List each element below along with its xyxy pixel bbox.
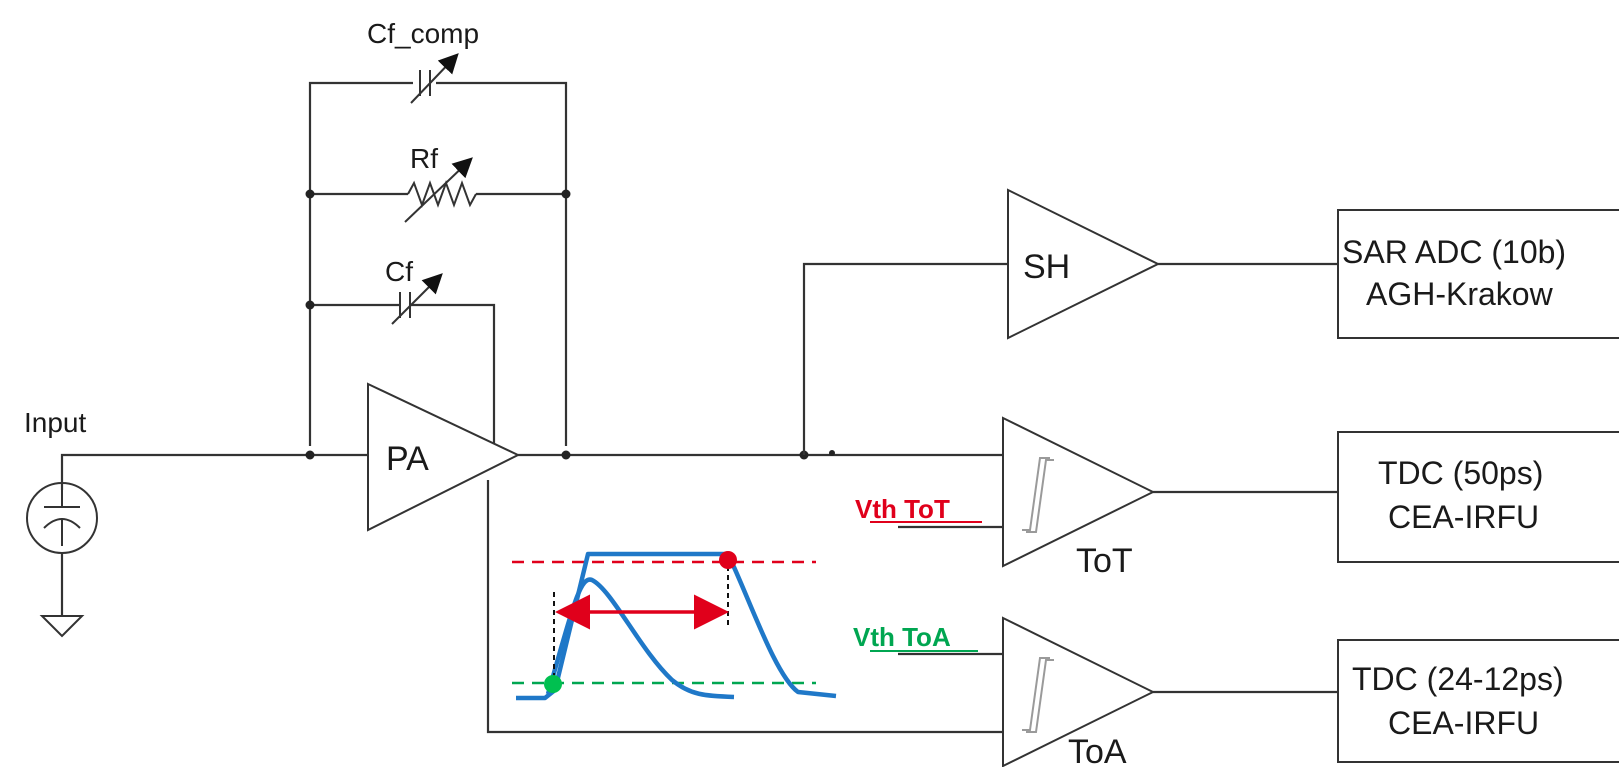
cf-label: Cf [385, 256, 413, 287]
pa-amplifier: PA [367, 382, 521, 532]
junction-dot [305, 300, 315, 310]
toa-label: ToA [1068, 733, 1127, 767]
rf-resistor [404, 157, 477, 223]
junction-dot [561, 450, 571, 460]
hysteresis-icon [1022, 457, 1054, 533]
tot-label: ToT [1076, 542, 1133, 580]
tdc-tot-subtitle: CEA-IRFU [1388, 499, 1539, 535]
junction-dot [305, 189, 315, 199]
ground-icon [39, 615, 85, 638]
vth-tot-label: Vth ToT [855, 494, 950, 524]
cf-capacitor [391, 273, 443, 325]
junction-dot [305, 450, 315, 460]
tot-path: Vth ToT ToT TDC (50ps) CEA-IRFU [855, 416, 1619, 580]
pa-label: PA [386, 440, 429, 478]
junction-dot [829, 450, 835, 456]
sh-label: SH [1023, 248, 1070, 286]
tdc-toa-subtitle: CEA-IRFU [1388, 705, 1539, 741]
hysteresis-icon [1022, 657, 1054, 733]
input-source: Input [24, 407, 368, 638]
adc-block [1337, 209, 1619, 339]
toa-path: Vth ToA ToA TDC (24-12ps) CEA-IRFU [853, 616, 1619, 767]
cf-comp-label: Cf_comp [367, 18, 479, 49]
tot-crossing-marker [719, 551, 737, 569]
feedback-network: Cf_comp Rf Cf [305, 18, 571, 446]
junction-dot [561, 189, 571, 199]
adc-subtitle: AGH-Krakow [1366, 276, 1554, 312]
input-label: Input [24, 407, 86, 438]
pulse-timing-inset [512, 551, 837, 701]
rf-label: Rf [410, 143, 438, 174]
cf-comp-capacitor [410, 53, 459, 104]
tot-pulse-waveform [516, 551, 837, 701]
adc-title: SAR ADC (10b) [1342, 234, 1566, 270]
tdc-tot-block [1337, 431, 1619, 563]
tdc-toa-block [1337, 639, 1619, 763]
shaped-pulse-waveform [545, 577, 735, 700]
vth-toa-label: Vth ToA [853, 622, 951, 652]
tdc-tot-title: TDC (50ps) [1378, 455, 1543, 491]
sh-amplifier [1007, 188, 1161, 340]
tdc-toa-title: TDC (24-12ps) [1352, 661, 1564, 697]
toa-crossing-marker [544, 675, 562, 693]
tot-discriminator [1002, 416, 1156, 568]
shaper-path: SH SAR ADC (10b) AGH-Krakow [802, 188, 1619, 455]
toa-discriminator [1002, 616, 1156, 767]
